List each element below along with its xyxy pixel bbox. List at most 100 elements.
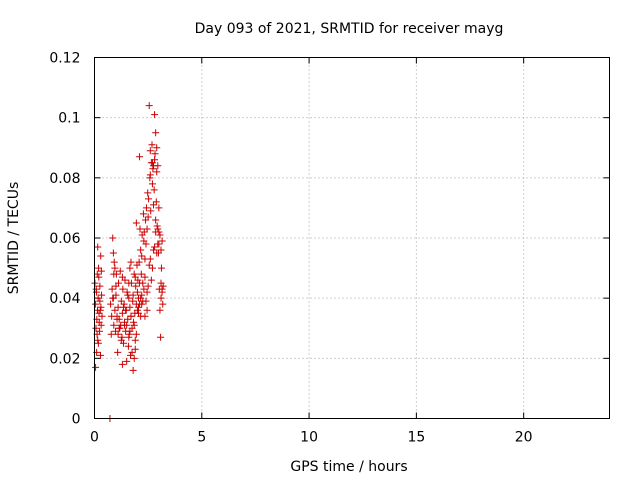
data-point bbox=[137, 270, 145, 278]
data-point bbox=[110, 321, 118, 329]
data-point bbox=[111, 306, 119, 314]
data-point bbox=[148, 264, 156, 272]
data-point bbox=[125, 279, 133, 287]
data-point bbox=[94, 294, 102, 302]
data-point bbox=[96, 297, 104, 305]
data-point bbox=[127, 351, 135, 359]
data-point bbox=[126, 303, 134, 311]
data-point bbox=[127, 312, 135, 320]
data-point bbox=[148, 180, 156, 188]
data-point bbox=[132, 219, 140, 227]
data-point bbox=[141, 312, 149, 320]
data-point bbox=[139, 210, 147, 218]
data-point bbox=[125, 333, 133, 341]
data-point bbox=[124, 342, 132, 350]
data-point bbox=[128, 348, 136, 356]
data-point bbox=[95, 309, 103, 317]
data-point bbox=[146, 255, 154, 263]
data-points bbox=[91, 102, 167, 422]
y-tick-label: 0 bbox=[72, 412, 81, 428]
data-point bbox=[137, 246, 145, 254]
data-point bbox=[153, 144, 161, 152]
data-point bbox=[144, 213, 152, 221]
data-point bbox=[121, 318, 129, 326]
data-point bbox=[131, 273, 139, 281]
data-point bbox=[130, 321, 138, 329]
data-point bbox=[129, 297, 137, 305]
data-point bbox=[146, 147, 154, 155]
data-point bbox=[94, 336, 102, 344]
data-point bbox=[133, 288, 141, 296]
chart-title: Day 093 of 2021, SRMTID for receiver may… bbox=[195, 21, 504, 37]
data-point bbox=[107, 300, 115, 308]
data-point bbox=[94, 243, 102, 251]
data-point bbox=[94, 339, 102, 347]
data-point bbox=[132, 282, 140, 290]
data-point bbox=[143, 225, 151, 233]
data-point bbox=[148, 141, 156, 149]
x-axis-title: GPS time / hours bbox=[290, 459, 407, 475]
data-point bbox=[151, 111, 159, 119]
data-point bbox=[124, 315, 132, 323]
data-point bbox=[132, 330, 140, 338]
data-point bbox=[151, 243, 159, 251]
data-point bbox=[143, 288, 151, 296]
data-point bbox=[109, 249, 117, 257]
data-point bbox=[97, 351, 105, 359]
data-point bbox=[152, 129, 160, 137]
data-point bbox=[114, 348, 122, 356]
data-point bbox=[141, 273, 149, 281]
plot-frame bbox=[94, 57, 610, 419]
data-point bbox=[136, 279, 144, 287]
data-point bbox=[159, 282, 167, 290]
data-point bbox=[97, 321, 105, 329]
data-point bbox=[158, 237, 166, 245]
data-point bbox=[144, 282, 152, 290]
data-point bbox=[130, 318, 138, 326]
data-point bbox=[154, 162, 162, 170]
y-tick-label: 0.08 bbox=[49, 171, 80, 187]
data-point bbox=[92, 285, 100, 293]
data-point bbox=[157, 246, 165, 254]
data-point bbox=[115, 324, 123, 332]
data-point bbox=[136, 153, 144, 161]
data-point bbox=[145, 102, 153, 110]
data-point bbox=[97, 267, 105, 275]
data-point bbox=[147, 207, 155, 215]
data-point bbox=[112, 291, 120, 299]
data-point bbox=[134, 303, 142, 311]
data-point bbox=[112, 282, 120, 290]
data-point bbox=[143, 306, 151, 314]
data-point bbox=[126, 264, 134, 272]
data-point bbox=[155, 204, 163, 212]
data-point bbox=[150, 186, 158, 194]
data-point bbox=[118, 309, 126, 317]
data-point bbox=[126, 327, 134, 335]
data-point bbox=[157, 333, 165, 341]
data-point bbox=[157, 264, 165, 272]
data-point bbox=[152, 216, 160, 224]
data-point bbox=[150, 246, 158, 254]
data-point bbox=[120, 300, 128, 308]
data-point bbox=[152, 198, 160, 206]
data-point bbox=[127, 258, 135, 266]
x-tick-label: 10 bbox=[300, 430, 318, 446]
data-point bbox=[153, 222, 161, 230]
data-point bbox=[123, 357, 131, 365]
y-tick-label: 0.12 bbox=[49, 51, 80, 67]
data-point bbox=[107, 330, 115, 338]
data-point bbox=[131, 336, 139, 344]
data-point bbox=[138, 291, 146, 299]
data-point bbox=[155, 240, 163, 248]
x-tick-label: 15 bbox=[407, 430, 425, 446]
data-point bbox=[108, 285, 116, 293]
data-point bbox=[96, 282, 104, 290]
data-point bbox=[137, 294, 145, 302]
data-point bbox=[135, 258, 143, 266]
data-point bbox=[153, 249, 161, 257]
x-tick-label: 0 bbox=[90, 430, 99, 446]
data-point bbox=[145, 261, 153, 269]
data-point bbox=[113, 315, 121, 323]
x-tick-label: 20 bbox=[515, 430, 533, 446]
